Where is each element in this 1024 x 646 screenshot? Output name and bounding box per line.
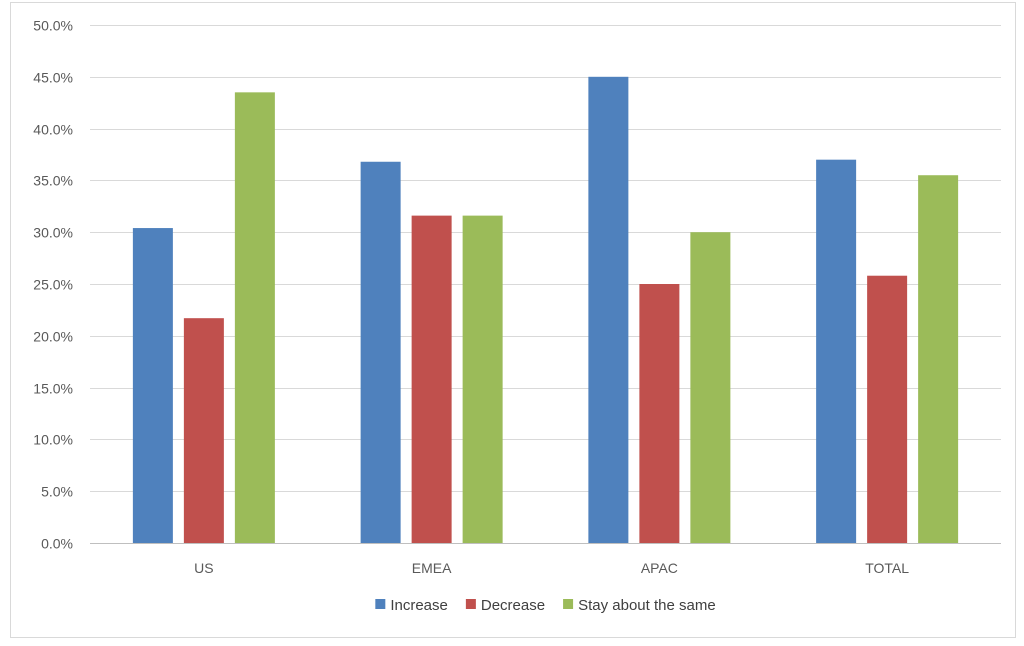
y-tick-label: 40.0%: [33, 122, 73, 138]
legend-item: Stay about the same: [563, 597, 716, 614]
bar-increase-emea: [360, 161, 401, 543]
legend: Increase Decrease Stay about the same: [375, 597, 716, 614]
y-tick-label: 10.0%: [33, 432, 73, 448]
gridlines: [90, 25, 1001, 544]
bar-stay-about-the-same-us: [234, 92, 275, 543]
legend-item: Increase: [375, 597, 448, 614]
y-tick-label: 20.0%: [33, 329, 73, 345]
y-tick-label: 35.0%: [33, 173, 73, 189]
bar-stay-about-the-same-apac: [690, 232, 731, 543]
legend-swatch: [465, 599, 476, 609]
x-tick-label: TOTAL: [865, 560, 909, 576]
legend-label: Decrease: [481, 597, 545, 614]
y-tick-label: 25.0%: [33, 277, 73, 293]
bar-decrease-apac: [639, 284, 680, 543]
x-tick-label: US: [194, 560, 213, 576]
bar-stay-about-the-same-total: [918, 175, 959, 543]
legend-label: Stay about the same: [578, 597, 716, 614]
bar-decrease-emea: [411, 215, 452, 543]
legend-swatch: [563, 599, 574, 609]
y-tick-label: 5.0%: [41, 484, 73, 500]
x-tick-label: APAC: [641, 560, 678, 576]
bars: [132, 76, 959, 544]
bar-increase-apac: [588, 76, 629, 544]
x-tick-label: EMEA: [412, 560, 452, 576]
bar-increase-us: [132, 228, 173, 543]
y-tick-label: 45.0%: [33, 70, 73, 86]
y-tick-label: 30.0%: [33, 225, 73, 241]
legend-item: Decrease: [465, 597, 545, 614]
bar-stay-about-the-same-emea: [462, 215, 503, 543]
bar-decrease-total: [867, 275, 908, 543]
legend-label: Increase: [390, 597, 448, 614]
y-tick-label: 15.0%: [33, 381, 73, 397]
bar-decrease-us: [183, 318, 224, 543]
x-axis-tick-labels: US EMEA APAC TOTAL: [194, 560, 909, 576]
y-tick-label: 0.0%: [41, 536, 73, 552]
y-axis-tick-labels: 0.0% 5.0% 10.0% 15.0% 20.0% 25.0% 30.0% 35.0% 40…: [33, 18, 73, 552]
bar-increase-total: [816, 159, 857, 543]
legend-swatch: [375, 599, 386, 609]
y-tick-label: 50.0%: [33, 18, 73, 34]
